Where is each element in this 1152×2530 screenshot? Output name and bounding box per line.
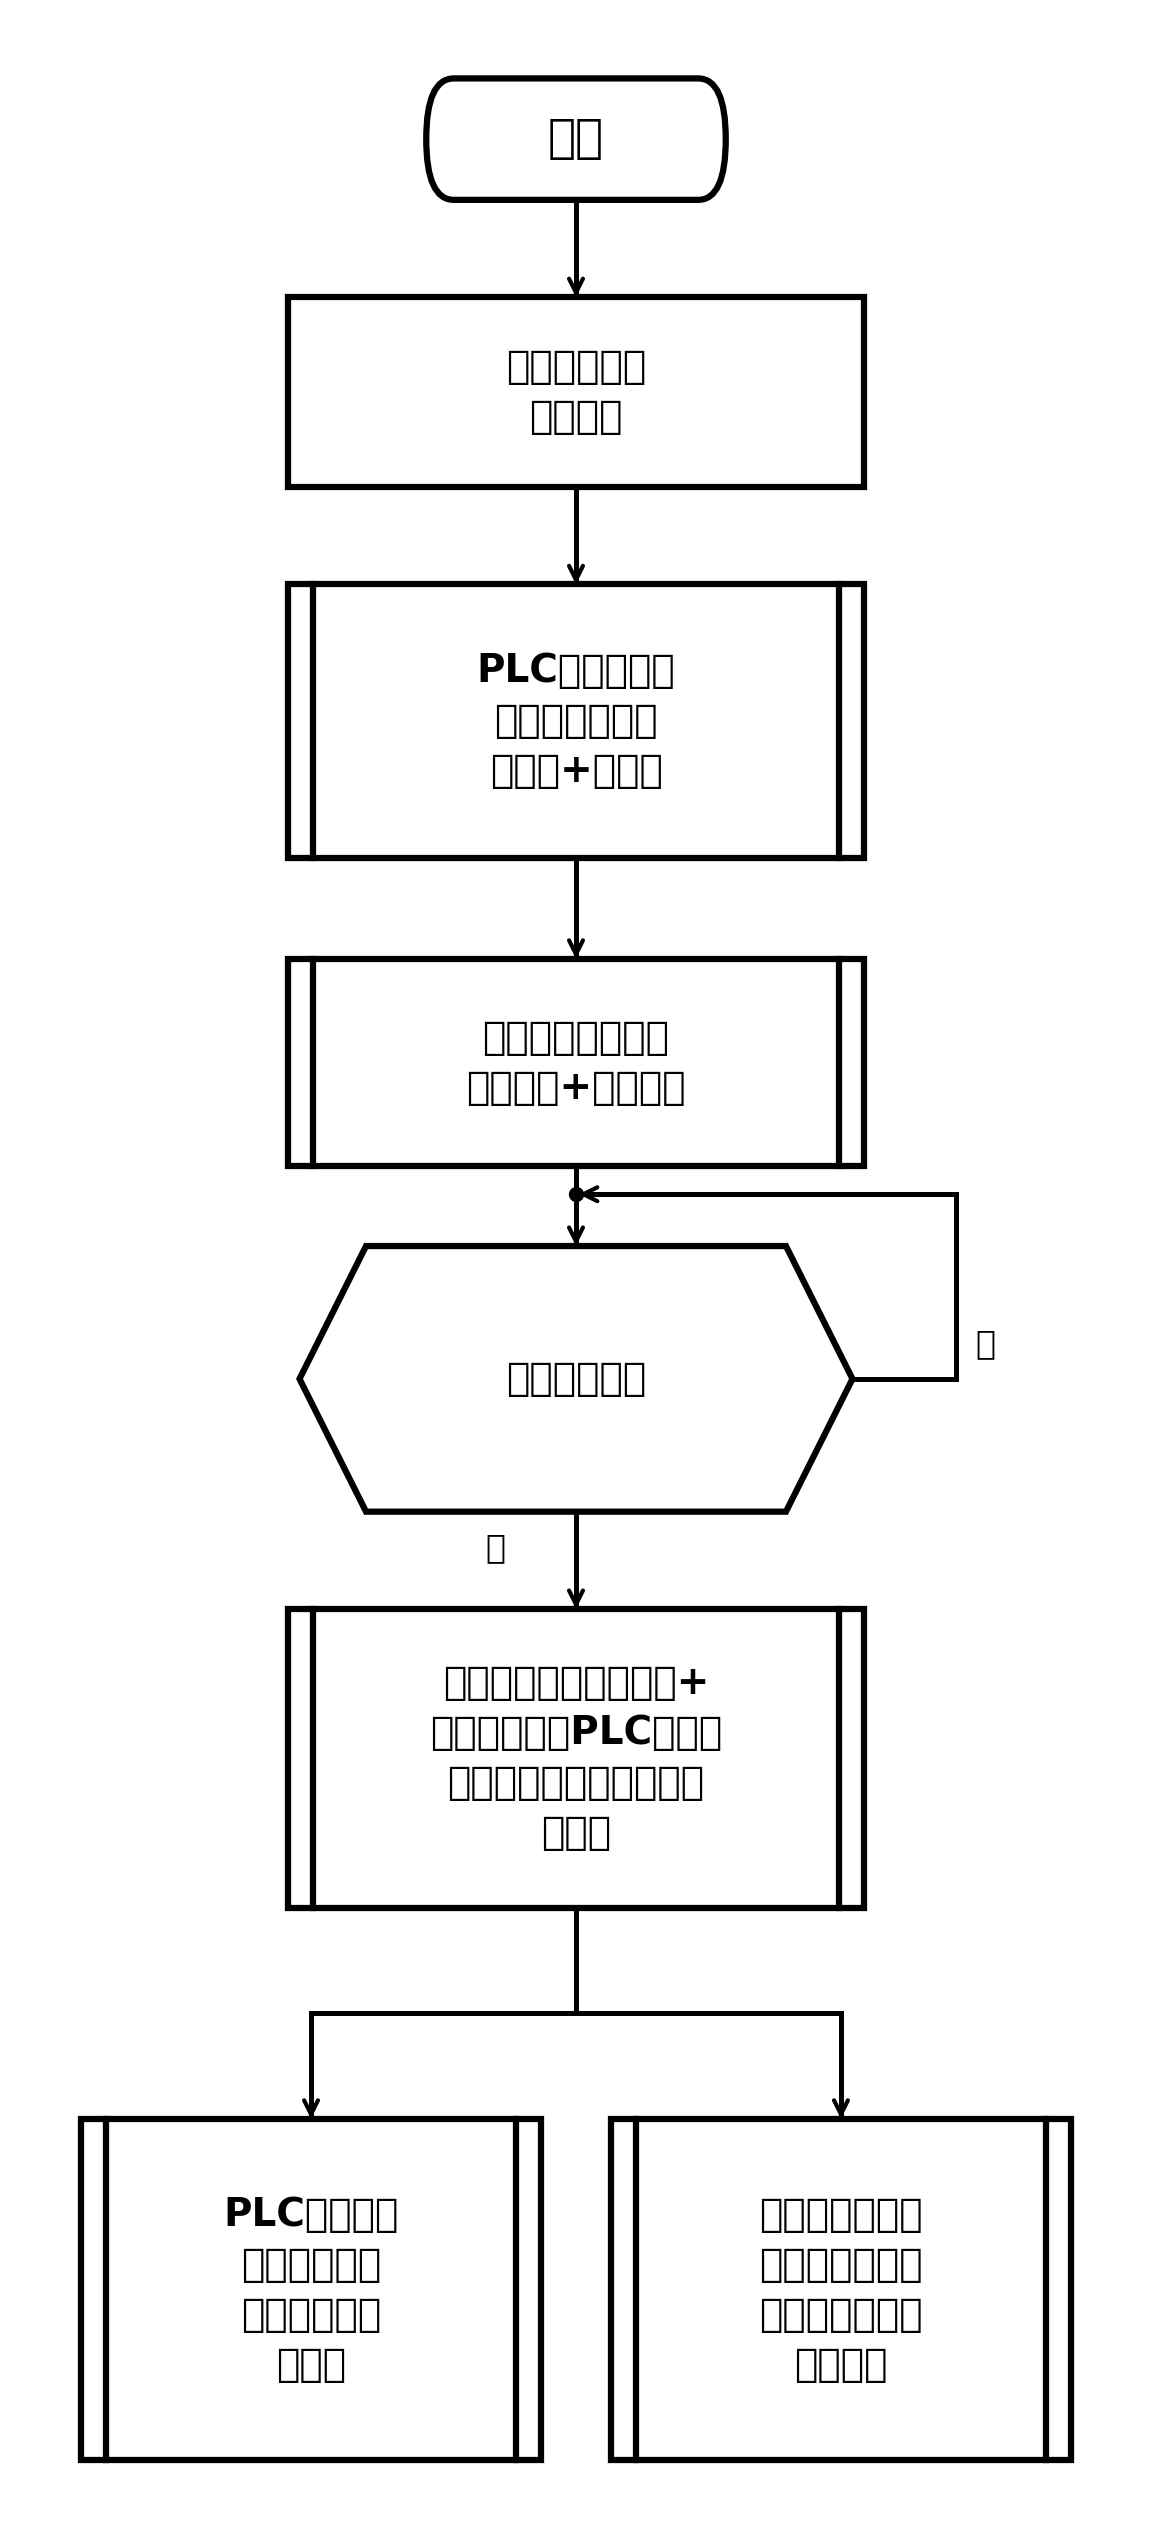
Text: 步进梁运行，
钢卷到位: 步进梁运行， 钢卷到位 [506, 349, 646, 435]
Text: 是: 是 [485, 1531, 506, 1564]
Text: PLC读取钢卷到
位信息，发送称
重请求+钢卷号: PLC读取钢卷到 位信息，发送称 重请求+钢卷号 [477, 653, 675, 789]
FancyBboxPatch shape [426, 78, 726, 200]
Text: 否: 否 [975, 1328, 995, 1361]
Bar [288, 1609, 864, 1908]
Text: PLC将收到的
信息发送给生
产计算机及生
产系统: PLC将收到的 信息发送给生 产计算机及生 产系统 [223, 2196, 399, 2383]
Bar [611, 2120, 1071, 2459]
Bar [288, 299, 864, 486]
Bar [288, 584, 864, 858]
Text: 开始: 开始 [548, 116, 604, 162]
Bar [81, 2120, 541, 2459]
Polygon shape [300, 1245, 852, 1510]
Text: 衡器状态稳定: 衡器状态稳定 [506, 1359, 646, 1399]
Bar [288, 959, 864, 1166]
Text: 计量计算机及称
重系统将收到的
信息发送给上级
管理系统: 计量计算机及称 重系统将收到的 信息发送给上级 管理系统 [759, 2196, 923, 2383]
Text: 仪表接收称重请求
（状态位+钢卷号）: 仪表接收称重请求 （状态位+钢卷号） [467, 1020, 685, 1106]
Text: 仪表保存重量，将重量+
钢卷号发送给PLC，同时
发送给计量计算机及称重
系统。: 仪表保存重量，将重量+ 钢卷号发送给PLC，同时 发送给计量计算机及称重 系统。 [430, 1665, 722, 1852]
